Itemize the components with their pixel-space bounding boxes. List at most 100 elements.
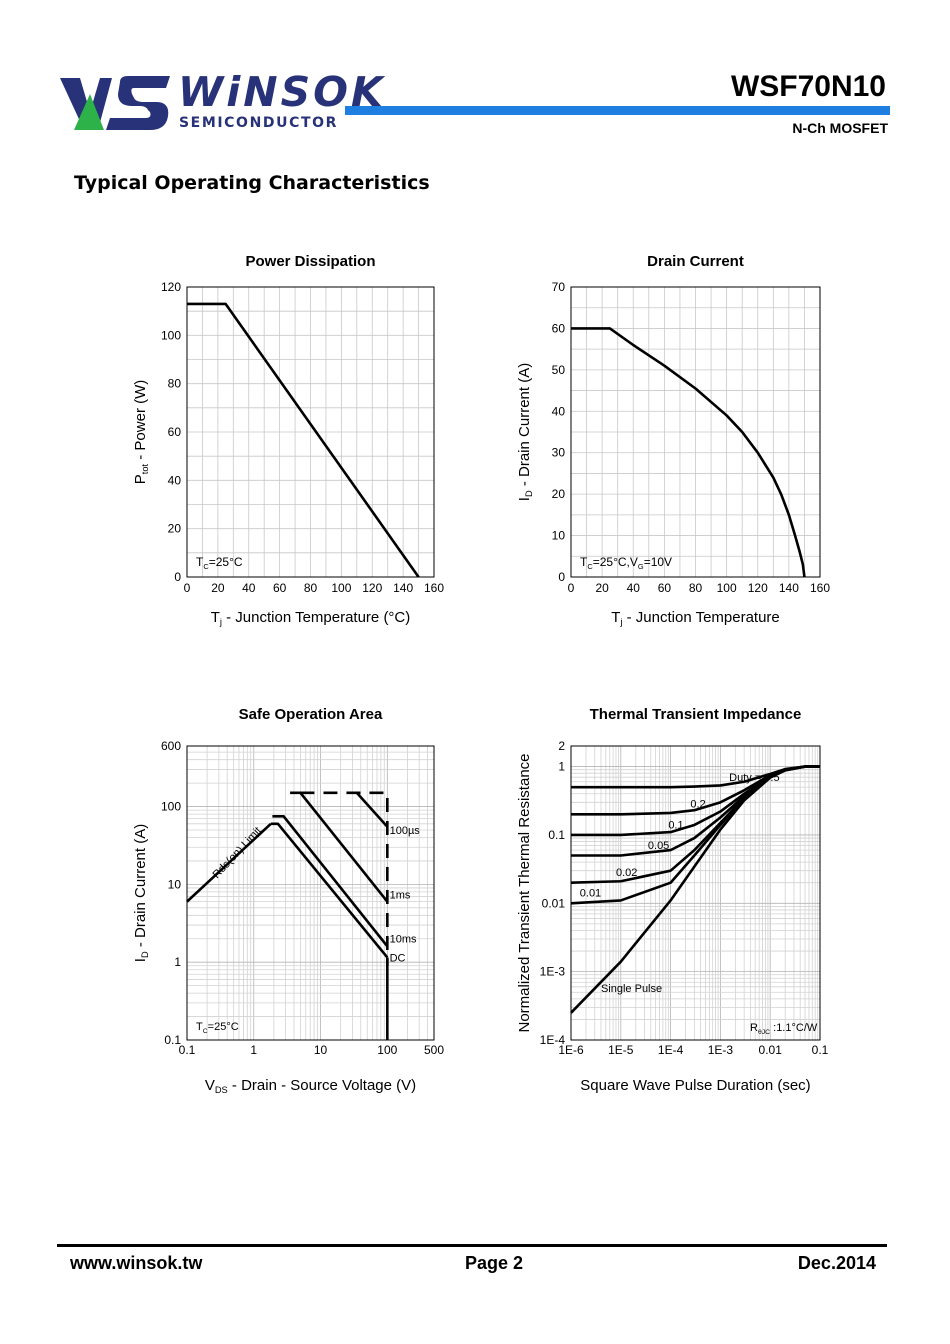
- y-tick-label: 40: [168, 473, 182, 487]
- zth-curve-label: 0.02: [616, 867, 637, 879]
- x-tick-label: 20: [595, 581, 609, 595]
- section-title: Typical Operating Characteristics: [74, 172, 430, 194]
- x-tick-label: 40: [627, 581, 641, 595]
- y-tick-label: 0: [558, 570, 565, 584]
- x-tick-label: 160: [810, 581, 830, 595]
- x-axis-label: Tj - Junction Temperature: [611, 609, 780, 627]
- y-tick-label: 60: [168, 425, 182, 439]
- plot-frame: [570, 745, 821, 1041]
- chart-title: Drain Current: [647, 253, 744, 270]
- x-axis-label: Tj - Junction Temperature (°C): [211, 609, 411, 627]
- x-tick-label: 140: [393, 581, 413, 595]
- plot-frame: [186, 745, 435, 1041]
- y-tick-label: 0: [174, 570, 181, 584]
- x-tick-label: 0: [568, 581, 575, 595]
- brand-subtitle: SEMICONDUCTOR: [179, 115, 338, 131]
- y-tick-label: 1E-4: [540, 1033, 566, 1047]
- zth-curve-label: 0.01: [580, 888, 601, 900]
- condition-label: TC=25°C: [196, 1021, 239, 1035]
- y-tick-label: 10: [552, 529, 566, 543]
- x-tick-label: 1E-6: [558, 1043, 584, 1057]
- x-tick-label: 20: [211, 581, 225, 595]
- footer-url[interactable]: www.winsok.tw: [70, 1253, 203, 1273]
- y-tick-label: 120: [161, 280, 181, 294]
- rth-label: RθJC :1.1°C/W: [750, 1022, 818, 1036]
- x-tick-label: 120: [362, 581, 382, 595]
- y-axis-label: Normalized Transient Thermal Resistance: [516, 753, 533, 1032]
- zth-curve-label: Single Pulse: [601, 983, 662, 995]
- y-tick-label: 600: [161, 739, 181, 753]
- y-tick-label: 20: [552, 487, 566, 501]
- zth-curve-label: 0.1: [668, 819, 683, 831]
- zth-curve-label: Duty = 0.5: [729, 772, 779, 784]
- x-tick-label: 80: [304, 581, 318, 595]
- x-axis-label: Square Wave Pulse Duration (sec): [580, 1077, 810, 1094]
- series-line-ptot: [187, 302, 420, 578]
- y-tick-label: 1E-3: [540, 965, 566, 979]
- y-tick-label: 20: [168, 522, 182, 536]
- soa-line-limit-dashed: [300, 791, 389, 966]
- x-tick-label: 80: [689, 581, 703, 595]
- x-tick-label: 1E-4: [658, 1043, 684, 1057]
- y-tick-label: 10: [168, 877, 182, 891]
- y-tick-label: 0.1: [164, 1033, 181, 1047]
- y-axis-label: ID - Drain Current (A): [132, 824, 150, 962]
- soa-line-dc: [270, 822, 389, 959]
- x-tick-label: 1E-3: [708, 1043, 734, 1057]
- y-tick-label: 30: [552, 446, 566, 460]
- x-tick-label: 0.1: [812, 1043, 829, 1057]
- curve-label: DC: [390, 952, 406, 964]
- x-tick-label: 140: [779, 581, 799, 595]
- model-number: WSF70N10: [730, 70, 886, 103]
- y-tick-label: 0.1: [548, 828, 565, 842]
- condition-label: TC=25°C,VG=10V: [580, 555, 672, 571]
- y-tick-label: 0.01: [542, 896, 566, 910]
- x-tick-label: 120: [748, 581, 768, 595]
- y-tick-label: 100: [161, 328, 181, 342]
- x-tick-label: 500: [424, 1043, 444, 1057]
- y-tick-label: 70: [552, 280, 566, 294]
- series-line-id: [571, 327, 806, 578]
- chart-title: Power Dissipation: [245, 253, 375, 270]
- plot-frame: [186, 286, 435, 578]
- x-axis-label: VDS - Drain - Source Voltage (V): [205, 1077, 416, 1095]
- curve-label: 100µs: [390, 825, 421, 837]
- device-type: N-Ch MOSFET: [792, 120, 888, 136]
- footer-divider: [57, 1244, 887, 1247]
- zth-curve-label: 0.2: [690, 799, 705, 811]
- x-tick-label: 100: [377, 1043, 397, 1057]
- x-tick-label: 0.01: [759, 1043, 783, 1057]
- x-tick-label: 100: [331, 581, 351, 595]
- curve-label: 10ms: [390, 933, 417, 945]
- header-bar: [345, 106, 890, 115]
- footer-date: Dec.2014: [797, 1253, 876, 1273]
- condition-label: TC=25°C: [196, 555, 243, 571]
- x-tick-label: 1: [250, 1043, 257, 1057]
- winsok-logo: [60, 76, 170, 130]
- y-axis-label: ID - Drain Current (A): [516, 363, 534, 501]
- soa-line-100-s: [355, 791, 389, 828]
- y-tick-label: 60: [552, 321, 566, 335]
- x-tick-label: 100: [717, 581, 737, 595]
- x-tick-label: 10: [314, 1043, 328, 1057]
- y-tick-label: 100: [161, 800, 181, 814]
- x-tick-label: 0: [184, 581, 191, 595]
- y-tick-label: 2: [558, 739, 565, 753]
- y-tick-label: 1: [558, 760, 565, 774]
- footer-page: Page 2: [465, 1253, 524, 1273]
- x-tick-label: 160: [424, 581, 444, 595]
- x-tick-label: 0.1: [179, 1043, 196, 1057]
- chart-title: Thermal Transient Impedance: [590, 706, 802, 723]
- chart-title: Safe Operation Area: [239, 706, 383, 723]
- plot-frame: [570, 286, 821, 578]
- y-axis-label: Ptot - Power (W): [132, 380, 150, 485]
- y-tick-label: 40: [552, 404, 566, 418]
- x-tick-label: 60: [658, 581, 672, 595]
- x-tick-label: 40: [242, 581, 256, 595]
- y-tick-label: 50: [552, 363, 566, 377]
- y-tick-label: 1: [174, 955, 181, 969]
- x-tick-label: 1E-5: [608, 1043, 634, 1057]
- y-tick-label: 80: [168, 377, 182, 391]
- curve-label: 1ms: [390, 890, 411, 902]
